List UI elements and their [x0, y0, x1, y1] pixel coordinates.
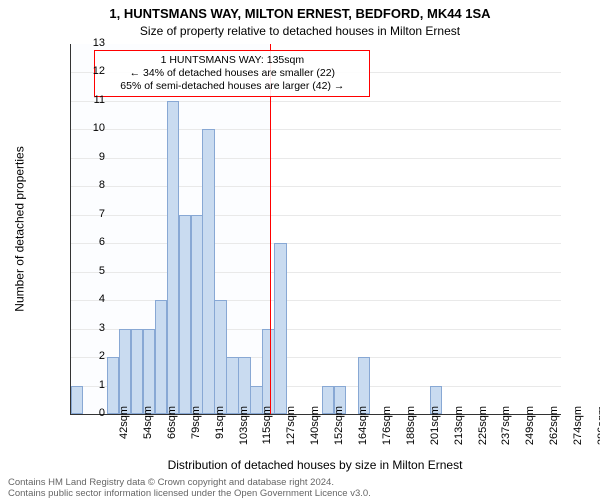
x-tick: 79sqm: [190, 406, 202, 456]
x-tick: 249sqm: [524, 406, 536, 456]
y-tick: 0: [65, 407, 105, 419]
histogram-bar: [202, 129, 214, 414]
reference-marker: [270, 44, 271, 414]
histogram-bar: [155, 300, 167, 414]
x-tick: 286sqm: [596, 406, 600, 456]
histogram-bar: [262, 329, 274, 414]
histogram-bar: [214, 300, 226, 414]
histogram-bar: [179, 215, 191, 414]
histogram-bar: [167, 101, 179, 414]
page-subtitle: Size of property relative to detached ho…: [0, 24, 600, 38]
annotation-line: ← 34% of detached houses are smaller (22…: [101, 67, 363, 80]
annotation-line: 1 HUNTSMANS WAY: 135sqm: [101, 54, 363, 67]
x-tick: 54sqm: [142, 406, 154, 456]
histogram-bar: [226, 357, 238, 414]
y-tick: 8: [65, 179, 105, 191]
y-tick: 13: [65, 37, 105, 49]
y-tick: 10: [65, 122, 105, 134]
annotation-box: 1 HUNTSMANS WAY: 135sqm ← 34% of detache…: [94, 50, 370, 97]
x-tick: 91sqm: [214, 406, 226, 456]
x-tick: 274sqm: [572, 406, 584, 456]
footer-line-2: Contains public sector information licen…: [8, 488, 371, 499]
bars-layer: [71, 44, 561, 414]
y-tick: 4: [65, 293, 105, 305]
y-tick: 7: [65, 208, 105, 220]
page-title: 1, HUNTSMANS WAY, MILTON ERNEST, BEDFORD…: [0, 6, 600, 21]
x-tick: 225sqm: [477, 406, 489, 456]
x-tick: 66sqm: [166, 406, 178, 456]
y-tick: 1: [65, 379, 105, 391]
x-tick: 115sqm: [261, 406, 273, 456]
histogram-bar: [119, 329, 131, 414]
histogram-bar: [274, 243, 286, 414]
x-tick: 213sqm: [453, 406, 465, 456]
annotation-line: 65% of semi-detached houses are larger (…: [101, 80, 363, 93]
x-tick: 42sqm: [118, 406, 130, 456]
footer-line-1: Contains HM Land Registry data © Crown c…: [8, 477, 334, 488]
x-tick: 103sqm: [238, 406, 250, 456]
y-tick: 2: [65, 350, 105, 362]
x-tick: 188sqm: [405, 406, 417, 456]
histogram-bar: [131, 329, 143, 414]
y-axis-label: Number of detached properties: [13, 146, 27, 311]
histogram-bar: [143, 329, 155, 414]
x-tick: 127sqm: [285, 406, 297, 456]
y-axis-label-container: Number of detached properties: [12, 44, 28, 414]
y-tick: 9: [65, 151, 105, 163]
plot-area: 1 HUNTSMANS WAY: 135sqm ← 34% of detache…: [70, 44, 561, 415]
x-tick: 164sqm: [357, 406, 369, 456]
histogram-bar: [191, 215, 203, 414]
y-tick: 5: [65, 265, 105, 277]
chart-container: 1, HUNTSMANS WAY, MILTON ERNEST, BEDFORD…: [0, 0, 600, 500]
y-tick: 12: [65, 65, 105, 77]
x-tick: 152sqm: [333, 406, 345, 456]
y-tick: 11: [65, 94, 105, 106]
x-tick: 262sqm: [548, 406, 560, 456]
y-tick: 3: [65, 322, 105, 334]
x-axis-label: Distribution of detached houses by size …: [70, 458, 560, 472]
x-tick: 201sqm: [429, 406, 441, 456]
y-tick: 6: [65, 236, 105, 248]
x-tick: 237sqm: [500, 406, 512, 456]
x-tick: 140sqm: [309, 406, 321, 456]
x-tick: 176sqm: [381, 406, 393, 456]
